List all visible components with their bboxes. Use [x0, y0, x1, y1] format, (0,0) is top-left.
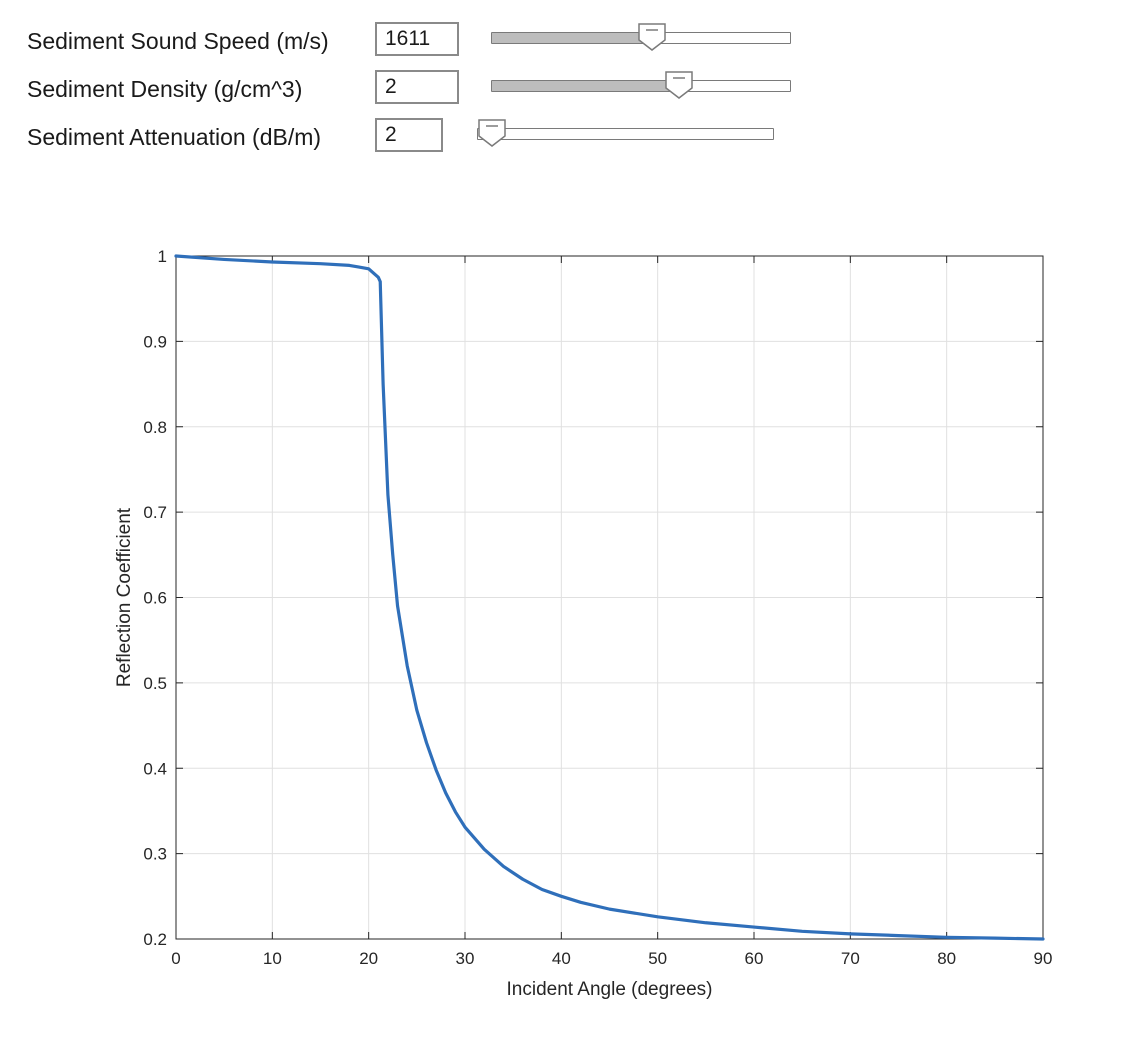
reflection-curve [174, 254, 1045, 941]
sound-speed-label: Sediment Sound Speed (m/s) [27, 28, 329, 54]
controls-panel: Sediment Sound Speed (m/s) 1611 Sediment… [0, 0, 1130, 170]
y-tick-label: 0.8 [143, 418, 167, 437]
x-tick-label: 90 [1034, 949, 1053, 968]
y-axis-label: Reflection Coefficient [114, 507, 135, 687]
tick-label-layer: 0 10 20 30 40 50 60 70 80 90 0.2 0.3 0.4 0.5 0.6 0.7 0.8… [143, 247, 1052, 968]
sound-speed-input[interactable]: 1611 [375, 22, 459, 56]
density-slider[interactable] [491, 70, 791, 106]
y-tick-label: 0.7 [143, 503, 167, 522]
attenuation-row: Sediment Attenuation (dB/m) 2 [0, 118, 1130, 158]
slider-track [491, 80, 791, 92]
x-axis-label: Incident Angle (degrees) [507, 979, 713, 1000]
attenuation-input[interactable]: 2 [375, 118, 443, 152]
slider-track [477, 128, 774, 140]
x-tick-label: 40 [552, 949, 571, 968]
x-tick-label: 0 [171, 949, 180, 968]
density-label: Sediment Density (g/cm^3) [27, 76, 303, 102]
x-tick-label: 50 [648, 949, 667, 968]
x-tick-label: 20 [359, 949, 378, 968]
x-tick-label: 30 [456, 949, 475, 968]
attenuation-slider[interactable] [477, 118, 774, 154]
density-row: Sediment Density (g/cm^3) 2 [0, 70, 1130, 110]
y-tick-label: 0.3 [143, 845, 167, 864]
y-tick-label: 0.9 [143, 332, 167, 351]
axes-layer [175, 255, 1044, 940]
y-tick-label: 0.5 [143, 674, 167, 693]
y-tick-label: 1 [158, 247, 167, 266]
sound-speed-slider[interactable] [491, 22, 791, 58]
slider-fill [492, 33, 653, 43]
slider-thumb[interactable] [637, 22, 667, 52]
x-tick-label: 10 [263, 949, 282, 968]
grid-layer [175, 255, 1044, 940]
slider-fill [492, 81, 680, 91]
x-tick-label: 80 [937, 949, 956, 968]
reflection-chart: 0 10 20 30 40 50 60 70 80 90 0.2 0.3 0.4 0.5 0.6 0.7 0.8… [114, 247, 1052, 1000]
attenuation-label: Sediment Attenuation (dB/m) [27, 124, 322, 150]
plot-container: 0 10 20 30 40 50 60 70 80 90 0.2 0.3 0.4 0.5 0.6 0.7 0.8… [0, 230, 1130, 1030]
slider-thumb[interactable] [477, 118, 507, 148]
x-tick-label: 70 [841, 949, 860, 968]
x-tick-label: 60 [745, 949, 764, 968]
density-input[interactable]: 2 [375, 70, 459, 104]
y-tick-label: 0.6 [143, 589, 167, 608]
y-tick-label: 0.2 [143, 930, 167, 949]
slider-thumb[interactable] [664, 70, 694, 100]
y-tick-label: 0.4 [143, 759, 167, 778]
sound-speed-row: Sediment Sound Speed (m/s) 1611 [0, 22, 1130, 62]
series-layer [174, 254, 1045, 941]
